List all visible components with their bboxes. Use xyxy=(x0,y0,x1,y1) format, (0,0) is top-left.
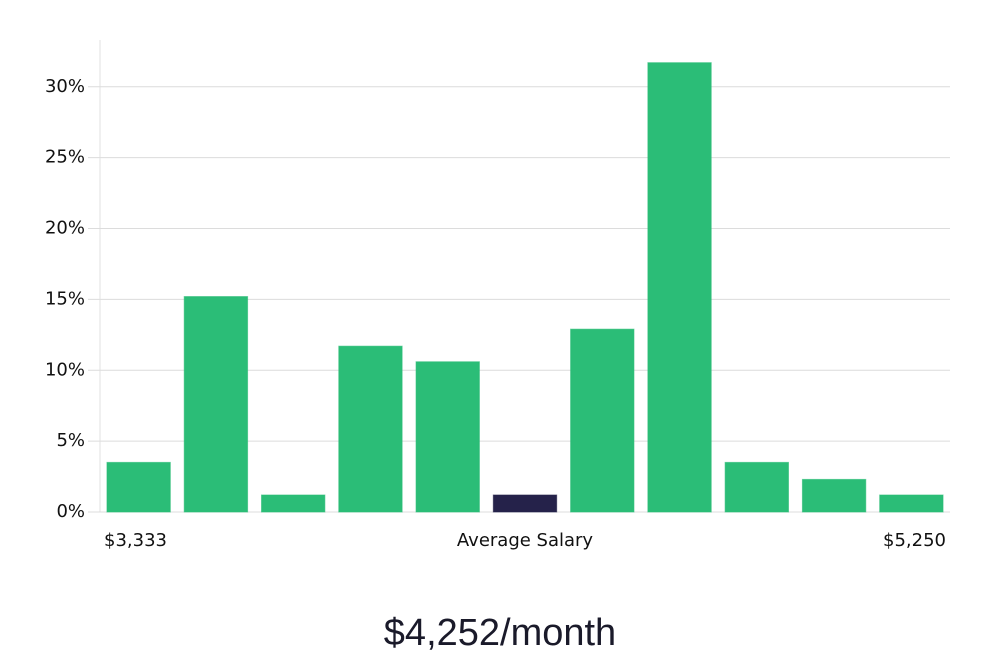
bar xyxy=(338,345,403,513)
y-tick-label: 5% xyxy=(56,430,85,451)
y-tick-label: 15% xyxy=(45,288,85,309)
footer-salary: $4,252/month xyxy=(384,612,616,654)
bar xyxy=(415,361,480,513)
bar xyxy=(879,494,944,513)
bar xyxy=(492,494,558,513)
bar xyxy=(647,62,712,513)
y-tick-label: 25% xyxy=(45,147,85,168)
bar xyxy=(261,494,326,513)
y-tick-label: 10% xyxy=(45,359,85,380)
bar xyxy=(570,328,635,513)
x-axis-label: Average Salary xyxy=(457,530,594,551)
bar xyxy=(724,461,789,513)
bar xyxy=(183,296,249,513)
y-tick-label: 30% xyxy=(45,76,85,97)
y-tick-label: 0% xyxy=(56,501,85,522)
bar xyxy=(106,461,171,513)
y-tick-label: 20% xyxy=(45,218,85,239)
x-end-label: $5,250 xyxy=(883,530,946,551)
bar xyxy=(801,478,867,513)
x-start-label: $3,333 xyxy=(104,530,167,551)
